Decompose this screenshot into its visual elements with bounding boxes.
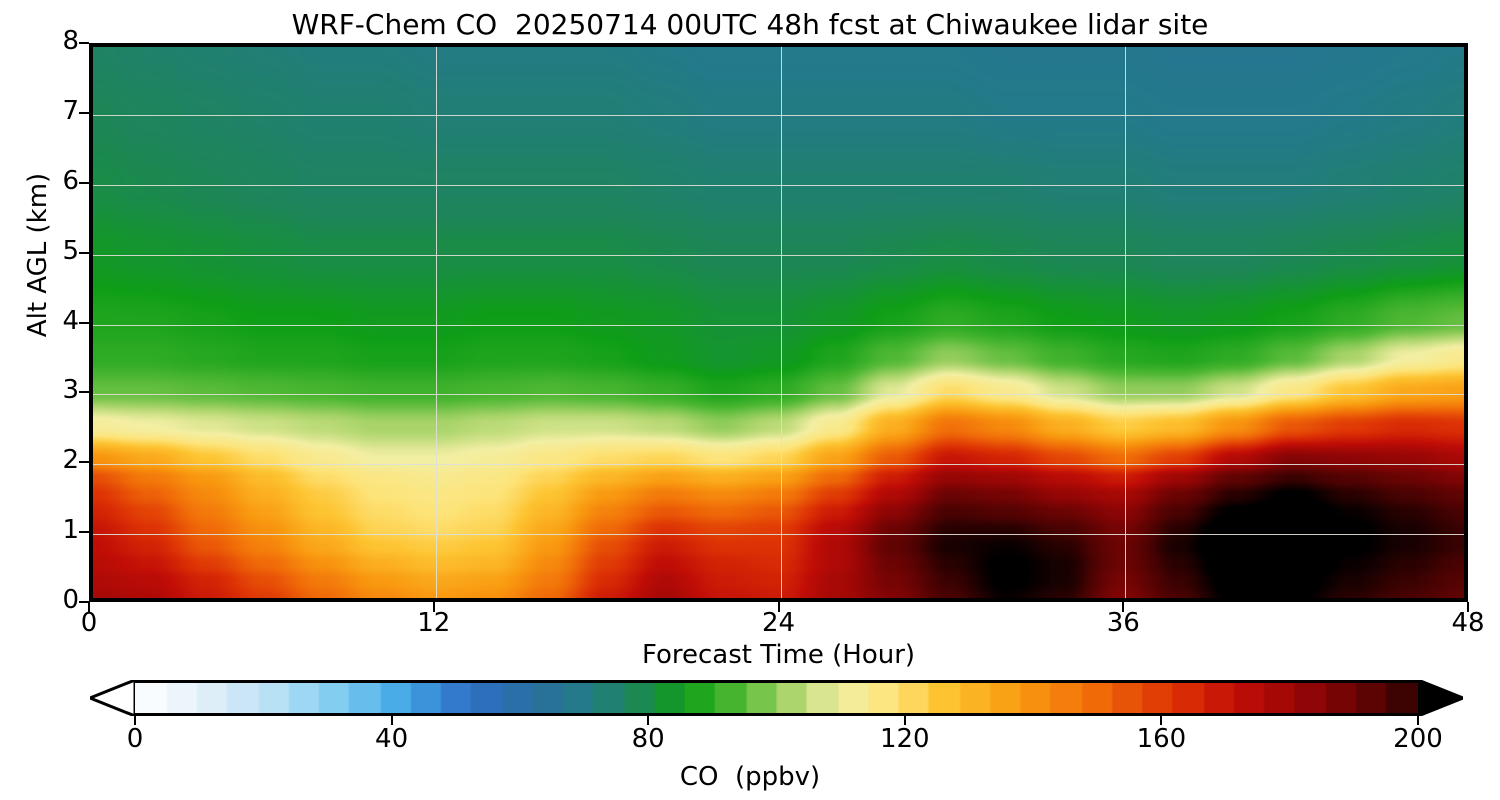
y-tick-label: 3 <box>62 375 79 406</box>
y-tick-label: 1 <box>62 515 79 546</box>
colorbar-tick-mark <box>1417 716 1419 725</box>
y-tick-mark <box>79 391 89 394</box>
y-tick-label: 7 <box>62 95 79 126</box>
colorbar-extend-high-arrow <box>1418 680 1463 716</box>
heatmap-canvas <box>93 47 1464 598</box>
y-tick-label: 6 <box>62 165 79 196</box>
colorbar-tick-label: 200 <box>1393 724 1443 754</box>
colorbar-tick-mark <box>390 716 393 725</box>
y-tick-mark <box>79 181 89 184</box>
x-tick-mark <box>88 602 90 612</box>
colorbar-tick-label: 160 <box>1136 724 1187 754</box>
colorbar-tick-label: 0 <box>126 724 144 754</box>
colorbar: 0 40 80 120 160 200 CO (ppbv) <box>0 676 1500 800</box>
y-tick-mark <box>79 251 89 254</box>
y-tick-label: 5 <box>62 235 79 266</box>
colorbar-tick-mark <box>903 716 906 725</box>
y-tick-mark <box>79 42 89 44</box>
page-title: WRF-Chem CO 20250714 00UTC 48h fcst at C… <box>291 8 1209 41</box>
y-tick-label: 4 <box>62 305 79 336</box>
y-tick-mark <box>79 321 89 324</box>
colorbar-tick-mark <box>647 716 650 725</box>
x-tick-mark <box>1467 602 1469 612</box>
plot-area <box>89 43 1468 602</box>
x-tick-label: 0 <box>80 608 98 638</box>
y-tick-label: 0 <box>62 585 79 615</box>
colorbar-gradient <box>135 680 1418 716</box>
y-tick-mark <box>79 461 89 464</box>
x-tick-label: 12 <box>417 608 451 638</box>
x-tick-mark <box>777 602 780 612</box>
colorbar-tick-mark <box>1160 716 1163 725</box>
colorbar-tick-mark <box>134 716 136 725</box>
y-axis-title: Alt AGL (km) <box>23 172 53 338</box>
colorbar-tick-label: 80 <box>631 724 665 754</box>
y-tick-mark <box>79 531 89 534</box>
x-axis-title: Forecast Time (Hour) <box>641 640 916 670</box>
colorbar-extend-low-arrow <box>90 680 135 716</box>
x-tick-mark <box>432 602 435 612</box>
x-tick-label: 48 <box>1451 608 1485 638</box>
y-tick-label: 2 <box>62 445 79 476</box>
colorbar-tick-label: 40 <box>375 724 409 754</box>
x-tick-mark <box>1122 602 1125 612</box>
y-tick-label: 8 <box>62 26 79 56</box>
x-tick-label: 24 <box>761 608 796 638</box>
colorbar-title: CO (ppbv) <box>679 762 821 792</box>
y-tick-mark <box>79 111 89 114</box>
colorbar-tick-label: 120 <box>879 724 930 754</box>
x-tick-label: 36 <box>1106 608 1140 638</box>
y-tick-mark <box>79 601 89 603</box>
